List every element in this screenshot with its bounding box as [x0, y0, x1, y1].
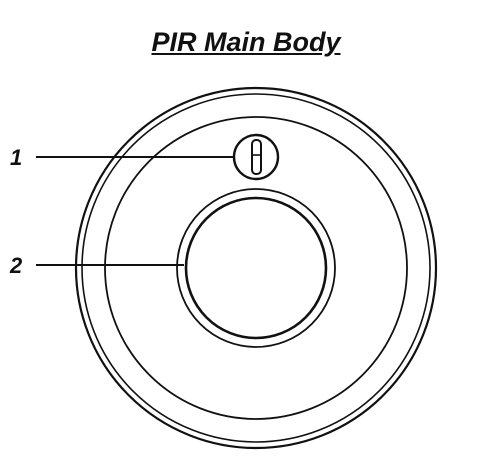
diagram-title: PIR Main Body — [151, 27, 341, 57]
callout-1-label: 1 — [10, 145, 22, 170]
outer-housing-ring — [74, 86, 438, 450]
callout-2-label: 2 — [9, 253, 23, 278]
pir-lens — [184, 196, 328, 340]
pir-lens-outer-ring — [176, 188, 336, 348]
led-indicator-ring — [232, 133, 280, 181]
outer-housing-inner-ring — [81, 93, 431, 443]
led-indicator — [251, 139, 262, 175]
face-plate-ring — [104, 116, 408, 420]
